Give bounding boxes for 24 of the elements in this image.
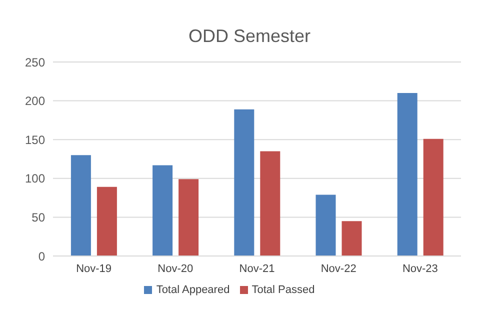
- bar: [397, 93, 418, 256]
- bar: [342, 221, 362, 256]
- y-tick-label: 200: [24, 94, 46, 108]
- bar: [423, 138, 444, 256]
- bar: [70, 155, 91, 256]
- y-tick-label: 100: [24, 172, 46, 186]
- y-tick-label: 250: [24, 55, 46, 70]
- y-tick-label: 50: [32, 210, 46, 224]
- bar: [316, 194, 336, 256]
- bar: [152, 165, 173, 256]
- y-tick-label: 0: [38, 249, 46, 264]
- x-tick-label: Nov-23: [402, 262, 438, 275]
- legend-label: Total Appeared: [156, 284, 230, 296]
- x-tick-label: Nov-20: [158, 262, 194, 275]
- y-tick-label: 150: [24, 132, 46, 147]
- x-tick-label: Nov-22: [320, 262, 356, 275]
- x-tick-label: Nov-21: [239, 262, 275, 275]
- legend-label: Total Passed: [252, 284, 315, 296]
- bar: [178, 179, 199, 256]
- bar: [260, 151, 280, 256]
- x-tick-label: Nov-19: [76, 262, 112, 275]
- chart-title: ODD Semester: [187, 25, 312, 48]
- bar: [234, 109, 254, 256]
- bar: [96, 186, 117, 256]
